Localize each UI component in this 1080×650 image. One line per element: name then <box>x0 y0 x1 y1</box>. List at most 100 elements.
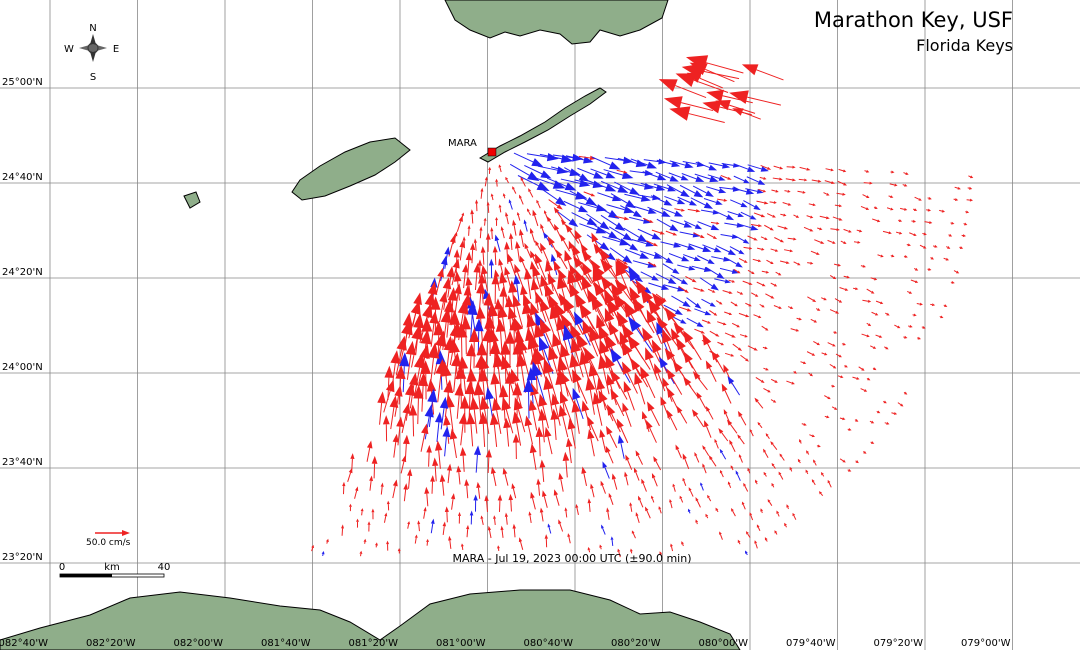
vector-shaft <box>820 493 824 497</box>
vector-shaft <box>660 241 675 246</box>
vector-shaft <box>583 191 592 196</box>
vector-head <box>711 350 720 361</box>
vector-head <box>386 500 390 505</box>
vector-head <box>439 396 449 409</box>
vector-head <box>434 440 443 451</box>
vector-shaft <box>862 194 868 198</box>
vector-head <box>459 446 467 456</box>
vector-shaft <box>694 328 702 333</box>
vector-head <box>763 471 767 476</box>
vector-shaft <box>766 435 770 440</box>
vector-shaft <box>506 179 509 184</box>
vector-head <box>553 260 561 271</box>
vector-head <box>737 347 743 352</box>
vector-head <box>606 373 615 386</box>
vector-head <box>512 340 523 355</box>
vector-head <box>342 481 346 487</box>
vector-shaft <box>655 293 664 300</box>
vector-head <box>504 241 510 250</box>
compass-rose: N S E W <box>64 23 119 83</box>
vector-head <box>487 301 498 317</box>
vector-head <box>507 253 514 263</box>
vector-head <box>543 232 549 239</box>
vector-head <box>779 453 783 457</box>
vector-head <box>863 388 868 392</box>
vector-head <box>908 291 913 294</box>
vector-head <box>434 330 447 348</box>
vector-head <box>463 284 472 296</box>
vector-shaft <box>777 513 780 517</box>
vector-head <box>422 302 433 319</box>
vector-head <box>866 195 870 198</box>
vector-head <box>539 459 546 468</box>
vector-head <box>922 325 926 329</box>
vector-head <box>914 267 919 271</box>
vector-shaft <box>714 278 726 282</box>
vector-shaft <box>506 216 509 225</box>
vector-shaft <box>745 302 750 306</box>
vector-shaft <box>586 315 602 340</box>
vector-shaft <box>561 329 569 356</box>
vector-shaft <box>627 182 645 187</box>
vector-head <box>417 372 429 387</box>
vector-shaft <box>753 212 762 217</box>
vector-shaft <box>452 438 457 459</box>
vector-head <box>457 511 461 517</box>
vector-shaft <box>516 283 520 302</box>
vector-head <box>928 267 932 271</box>
vector-shaft <box>516 306 524 328</box>
vector-shaft <box>724 257 737 265</box>
vector-shaft <box>559 256 568 270</box>
vector-shaft <box>517 409 526 433</box>
vector-head <box>795 328 800 332</box>
vector-head <box>558 404 567 418</box>
vector-shaft <box>630 158 649 166</box>
vector-head <box>675 444 680 451</box>
vector-shaft <box>921 326 924 328</box>
vector-shaft <box>513 225 517 236</box>
vector-head <box>783 213 787 217</box>
vector-head <box>738 249 745 255</box>
vector-head <box>642 327 653 342</box>
vector-shaft <box>902 184 905 186</box>
vector-head <box>727 249 737 256</box>
vector-head <box>647 401 655 412</box>
vector-shaft <box>520 541 524 550</box>
vector-shaft <box>670 502 673 509</box>
vector-shaft <box>939 209 943 212</box>
vector-head <box>673 242 682 248</box>
vector-shaft <box>706 516 709 519</box>
vector-head <box>831 384 836 388</box>
vector-head <box>504 370 515 384</box>
vector-shaft <box>496 410 502 434</box>
vector-shaft <box>610 193 628 204</box>
vector-shaft <box>696 500 701 508</box>
vector-head <box>384 512 388 517</box>
vector-shaft <box>801 423 805 425</box>
vector-shaft <box>885 312 888 315</box>
vector-head <box>706 89 724 102</box>
vector-shaft <box>894 324 898 328</box>
vector-head <box>497 494 503 501</box>
vector-head <box>810 261 814 265</box>
vector-head <box>635 275 644 283</box>
vector-head <box>477 367 489 382</box>
vector-shaft <box>600 547 602 550</box>
vector-head <box>655 184 666 191</box>
vector-head <box>493 515 497 519</box>
vector-shaft <box>578 155 591 159</box>
vector-shaft <box>674 208 682 211</box>
vector-head <box>969 198 974 202</box>
vector-head <box>592 391 602 405</box>
vector-head <box>694 223 703 230</box>
vector-head <box>969 175 974 179</box>
vector-shaft <box>311 547 314 552</box>
vector-shaft <box>587 180 607 189</box>
vector-head <box>413 352 426 369</box>
vector-head <box>695 519 699 523</box>
vector-head <box>622 255 633 264</box>
vector-shaft <box>719 534 723 540</box>
vector-shaft <box>426 493 429 507</box>
vector-head <box>696 391 702 399</box>
vector-shaft <box>554 318 562 345</box>
